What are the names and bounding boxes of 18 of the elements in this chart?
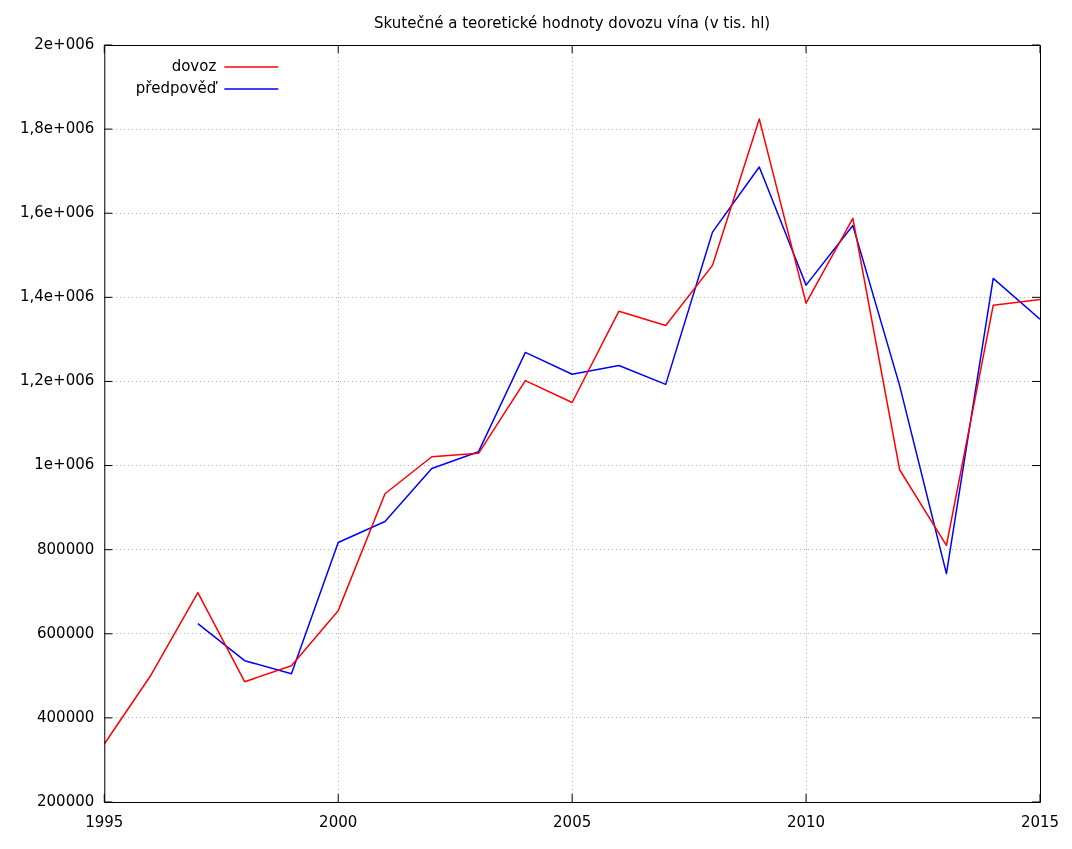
x-tick-label: 2015 bbox=[1020, 812, 1060, 831]
y-tick-label: 2e+006 bbox=[34, 34, 95, 53]
y-tick-label: 1,2e+006 bbox=[19, 371, 95, 390]
x-tick-label: 2000 bbox=[319, 812, 358, 831]
y-tick-label: 800000 bbox=[37, 539, 95, 558]
y-tick-label: 600000 bbox=[37, 623, 95, 642]
legend-label: dovoz bbox=[171, 56, 217, 75]
chart-title: Skutečné a teoretické hodnoty dovozu vína (v tis. hl) bbox=[374, 13, 771, 32]
y-tick-label: 1,6e+006 bbox=[19, 203, 95, 222]
y-tick-label: 1e+006 bbox=[34, 455, 95, 474]
x-tick-label: 1995 bbox=[85, 812, 124, 831]
y-tick-label: 1,4e+006 bbox=[19, 287, 95, 306]
y-tick-label: 400000 bbox=[37, 707, 95, 726]
y-tick-label: 1,8e+006 bbox=[19, 119, 95, 137]
legend-label: předpověď bbox=[135, 78, 218, 97]
x-tick-label: 2010 bbox=[786, 812, 826, 831]
y-tick-label: 200000 bbox=[37, 791, 95, 810]
x-tick-label: 2005 bbox=[553, 812, 592, 831]
